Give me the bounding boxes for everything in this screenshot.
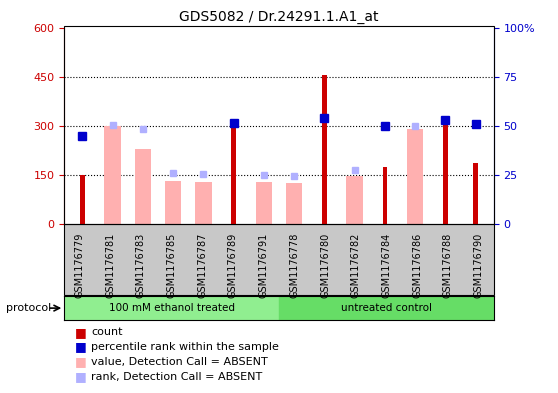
Text: GSM1176787: GSM1176787 [198,233,207,298]
Bar [347,176,363,224]
Text: GSM1176786: GSM1176786 [412,233,422,298]
Text: GSM1176791: GSM1176791 [259,233,268,298]
Text: GSM1176781: GSM1176781 [105,233,115,298]
Text: GSM1176785: GSM1176785 [167,233,176,298]
Bar [165,182,181,224]
Text: count: count [91,327,122,337]
Text: value, Detection Call = ABSENT: value, Detection Call = ABSENT [91,357,268,367]
Text: GSM1176778: GSM1176778 [290,233,299,298]
Text: GDS5082 / Dr.24291.1.A1_at: GDS5082 / Dr.24291.1.A1_at [179,10,379,24]
Text: GSM1176790: GSM1176790 [474,233,483,298]
Text: GSM1176789: GSM1176789 [228,233,238,298]
Bar [407,129,424,224]
Text: untreated control: untreated control [341,303,432,313]
Bar [279,296,494,320]
Bar [232,123,236,224]
Bar [104,126,121,224]
Bar [322,75,326,224]
Bar [80,175,85,224]
Text: rank, Detection Call = ABSENT: rank, Detection Call = ABSENT [91,372,262,382]
Text: GSM1176782: GSM1176782 [351,233,360,298]
Bar [383,167,387,224]
Bar [64,296,279,320]
Bar [195,182,211,224]
Text: GSM1176784: GSM1176784 [382,233,391,298]
Text: protocol: protocol [6,303,51,313]
Text: 100 mM ethanol treated: 100 mM ethanol treated [109,303,234,313]
Text: percentile rank within the sample: percentile rank within the sample [91,342,279,352]
Text: ■: ■ [75,340,87,354]
Text: GSM1176779: GSM1176779 [75,233,84,298]
Bar [473,163,478,224]
Bar [286,183,302,224]
Bar [134,149,151,224]
Bar [256,182,272,224]
Text: ■: ■ [75,370,87,384]
Text: GSM1176788: GSM1176788 [443,233,453,298]
Bar [443,116,448,224]
Text: GSM1176780: GSM1176780 [320,233,330,298]
Text: ■: ■ [75,325,87,339]
Text: ■: ■ [75,355,87,369]
Text: GSM1176783: GSM1176783 [136,233,146,298]
